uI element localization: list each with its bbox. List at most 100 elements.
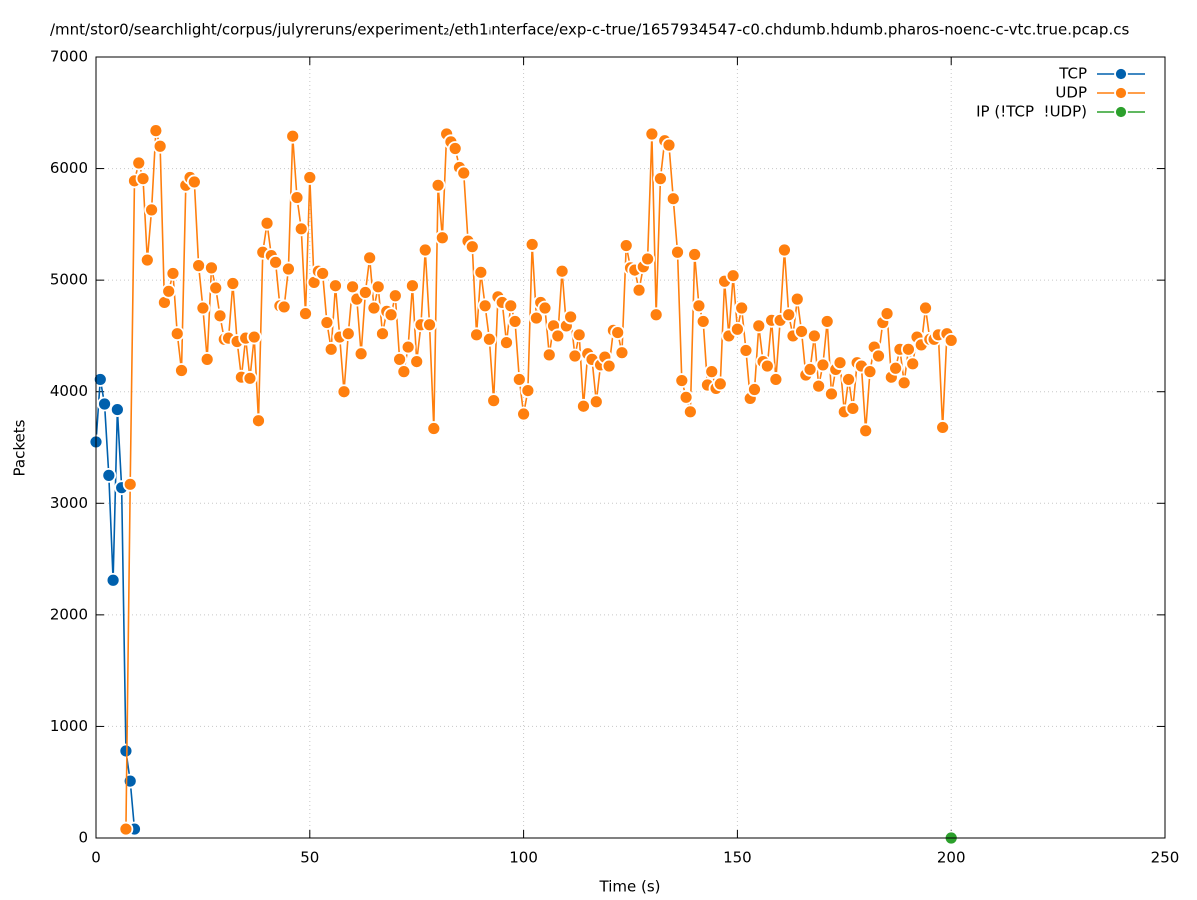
point	[486, 393, 502, 409]
point	[144, 202, 159, 218]
point	[293, 221, 309, 237]
point	[302, 170, 318, 185]
point	[481, 331, 497, 347]
point	[212, 308, 228, 324]
point	[554, 263, 570, 279]
point	[161, 283, 177, 299]
point	[469, 327, 484, 343]
point	[139, 252, 155, 268]
point	[734, 300, 750, 316]
point	[434, 230, 450, 246]
point	[747, 382, 762, 397]
point	[328, 278, 343, 294]
point	[674, 373, 690, 388]
point	[473, 264, 489, 280]
point	[901, 341, 916, 357]
x-tick-label: 200	[937, 849, 966, 867]
point	[759, 358, 775, 374]
point	[712, 376, 728, 392]
point	[529, 310, 544, 326]
point	[601, 358, 617, 374]
point	[845, 401, 861, 416]
legend-marker	[1114, 67, 1128, 81]
point	[789, 291, 805, 307]
x-axis-label: Time (s)	[599, 878, 661, 896]
point	[811, 378, 827, 394]
point	[92, 372, 108, 387]
point	[396, 364, 412, 380]
point	[345, 279, 360, 295]
point	[101, 467, 117, 483]
point	[204, 260, 219, 276]
point	[208, 280, 224, 296]
point	[405, 278, 420, 294]
point	[832, 355, 848, 371]
point	[687, 247, 703, 262]
point	[725, 268, 741, 284]
point	[477, 298, 493, 314]
point	[618, 238, 634, 253]
point	[824, 386, 839, 402]
legend-marker	[1114, 86, 1128, 100]
point	[794, 324, 809, 339]
point	[661, 137, 677, 153]
point	[281, 261, 296, 277]
point	[738, 343, 754, 358]
point	[571, 327, 587, 343]
legend-marker	[1114, 105, 1128, 119]
point	[777, 242, 792, 258]
series-line	[95, 379, 136, 830]
point	[169, 326, 185, 342]
y-tick-label: 1000	[50, 717, 88, 735]
point	[319, 315, 335, 330]
point	[935, 420, 951, 435]
point	[109, 402, 125, 417]
point	[588, 394, 604, 410]
point	[819, 314, 835, 329]
point	[430, 177, 446, 193]
y-tick-label: 4000	[50, 382, 88, 400]
point	[682, 404, 698, 420]
point	[400, 339, 416, 355]
point	[943, 332, 959, 348]
point	[387, 288, 403, 304]
point	[464, 239, 480, 255]
point	[871, 348, 886, 364]
point	[730, 321, 745, 337]
point	[768, 372, 784, 387]
point	[246, 329, 262, 345]
legend-label: UDP	[1055, 84, 1087, 102]
point	[285, 128, 301, 144]
y-tick-label: 7000	[50, 48, 88, 66]
point	[135, 171, 151, 187]
legend-label: TCP	[1058, 65, 1087, 83]
point	[524, 237, 540, 252]
point	[315, 266, 331, 281]
point	[165, 266, 181, 281]
y-tick-label: 5000	[50, 271, 88, 289]
point	[653, 171, 668, 187]
x-tick-label: 50	[300, 849, 319, 867]
point	[507, 314, 523, 329]
point	[370, 279, 386, 295]
point	[541, 347, 557, 363]
point	[276, 299, 292, 315]
point	[353, 346, 369, 362]
point	[323, 341, 339, 357]
point	[152, 138, 168, 154]
x-tick-label: 0	[91, 849, 101, 867]
point	[516, 406, 531, 422]
point	[781, 307, 797, 323]
point	[289, 190, 305, 205]
point	[336, 384, 352, 400]
point	[426, 421, 442, 436]
point	[862, 364, 878, 380]
point	[186, 174, 202, 190]
point	[806, 328, 822, 344]
grid: 0 1000 2000 3000 4000 5000 6000 7000 0 50 100 150 20…	[50, 48, 1180, 867]
point	[499, 335, 514, 351]
point	[841, 372, 856, 387]
point	[802, 361, 818, 377]
